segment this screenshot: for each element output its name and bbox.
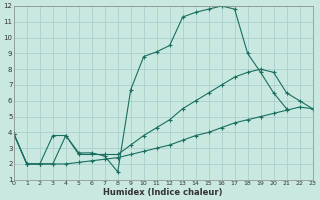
X-axis label: Humidex (Indice chaleur): Humidex (Indice chaleur) (103, 188, 223, 197)
